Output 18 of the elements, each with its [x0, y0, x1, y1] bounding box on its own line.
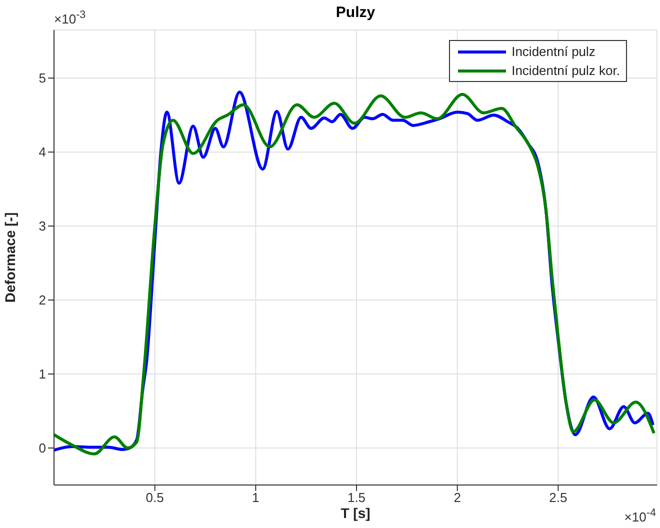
x-tick-label: 1.5 — [347, 490, 366, 506]
y-tick-label: 0 — [38, 440, 46, 456]
x-tick-label: 1 — [252, 490, 260, 506]
x-tick-label: 2 — [454, 490, 461, 506]
y-tick-label: 5 — [38, 70, 46, 86]
chart-title: Pulzy — [336, 4, 376, 21]
legend-label: Incidentní pulz — [512, 44, 596, 59]
y-tick-label: 1 — [38, 366, 46, 382]
legend-label: Incidentní pulz kor. — [512, 63, 620, 78]
y-tick-label: 2 — [38, 292, 46, 308]
x-tick-label: 2.5 — [549, 490, 568, 506]
x-tick-label: 0.5 — [146, 490, 164, 506]
x-exponent: ×10$^{-4}$ — [624, 507, 656, 524]
y-axis-title: Deformace [-] — [2, 212, 18, 303]
x-axis-title: T [s] — [340, 505, 370, 521]
y-exponent: ×10$^{-3}$ — [54, 9, 86, 26]
y-tick-label: 3 — [38, 218, 46, 234]
y-tick-label: 4 — [38, 144, 46, 160]
